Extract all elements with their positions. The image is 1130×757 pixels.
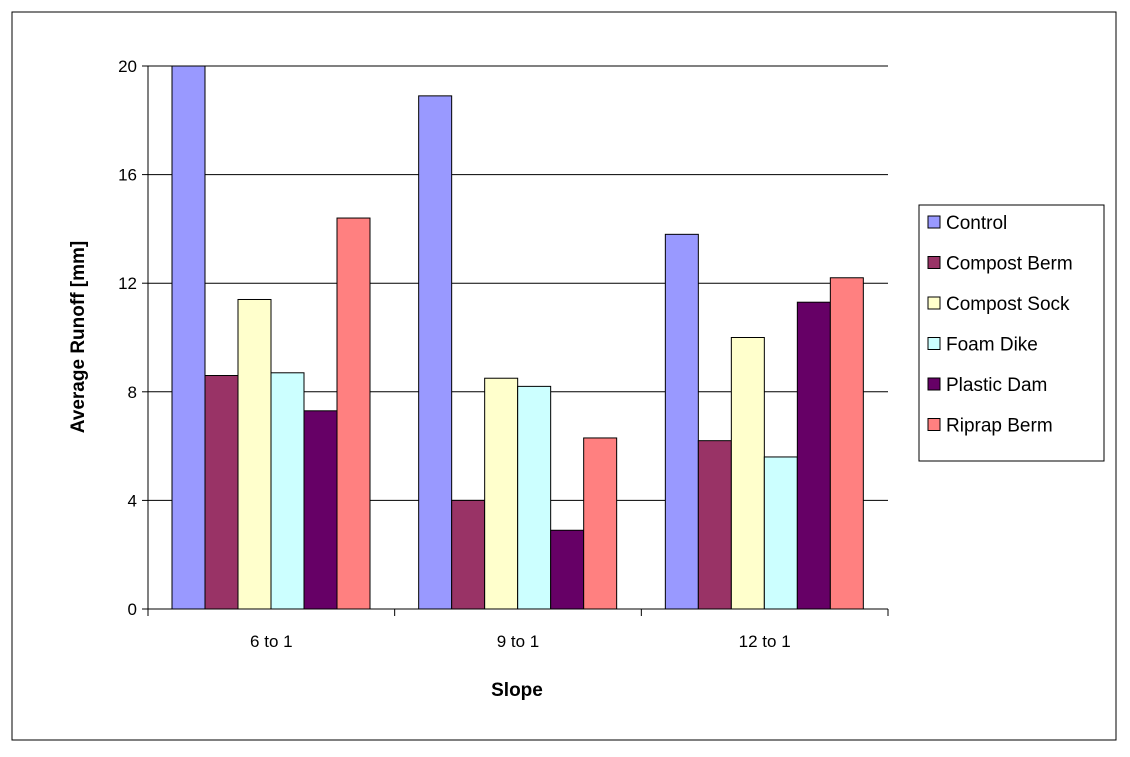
bar-compost-sock-2 <box>484 377 519 610</box>
legend-swatch <box>927 256 941 269</box>
y-axis-title: Average Runoff [mm] <box>68 241 89 433</box>
legend: Control Compost Berm Compost Sock Foam Dike… <box>918 204 1105 462</box>
legend-swatch <box>927 377 941 391</box>
bar-compost-berm-1 <box>204 375 239 610</box>
bar-compost-berm-2 <box>451 499 486 610</box>
y-tick-label: 16 <box>118 166 137 185</box>
bar-riprap-berm-3 <box>829 277 864 610</box>
y-tick-label: 12 <box>118 274 137 293</box>
y-tick-label: 20 <box>118 57 137 76</box>
legend-swatch <box>927 418 941 431</box>
legend-label: Control <box>946 213 1007 234</box>
bar-compost-sock-3 <box>730 337 765 610</box>
legend-swatch <box>927 337 941 350</box>
x-tick-label: 12 to 1 <box>739 632 791 651</box>
x-tick-label: 9 to 1 <box>497 632 540 651</box>
bar-foam-dike-1 <box>270 372 305 610</box>
bar-control-1 <box>171 65 206 610</box>
legend-label: Compost Berm <box>946 254 1073 275</box>
bar-control-3 <box>664 233 699 610</box>
bar-plastic-dam-3 <box>796 301 831 610</box>
bar-riprap-berm-1 <box>336 217 371 610</box>
bar-foam-dike-2 <box>517 385 552 610</box>
bar-compost-sock-1 <box>237 298 272 610</box>
bar-compost-berm-3 <box>697 440 732 610</box>
bar-riprap-berm-2 <box>583 437 618 610</box>
bar-foam-dike-3 <box>763 456 798 610</box>
legend-label: Compost Sock <box>946 294 1070 315</box>
y-tick-label: 0 <box>128 600 137 619</box>
legend-label: Foam Dike <box>946 335 1038 356</box>
bar-plastic-dam-2 <box>550 529 585 610</box>
legend-label: Plastic Dam <box>946 375 1047 396</box>
legend-swatch <box>927 215 941 229</box>
bar-plastic-dam-1 <box>303 410 338 610</box>
x-axis-title: Slope <box>491 680 543 701</box>
legend-swatch <box>927 296 941 310</box>
bar-control-2 <box>418 95 453 610</box>
y-tick-label: 8 <box>128 383 137 402</box>
legend-label: Riprap Berm <box>946 416 1053 437</box>
y-tick-label: 4 <box>128 491 137 510</box>
legend-box <box>918 204 1105 462</box>
x-tick-label: 6 to 1 <box>250 632 293 651</box>
